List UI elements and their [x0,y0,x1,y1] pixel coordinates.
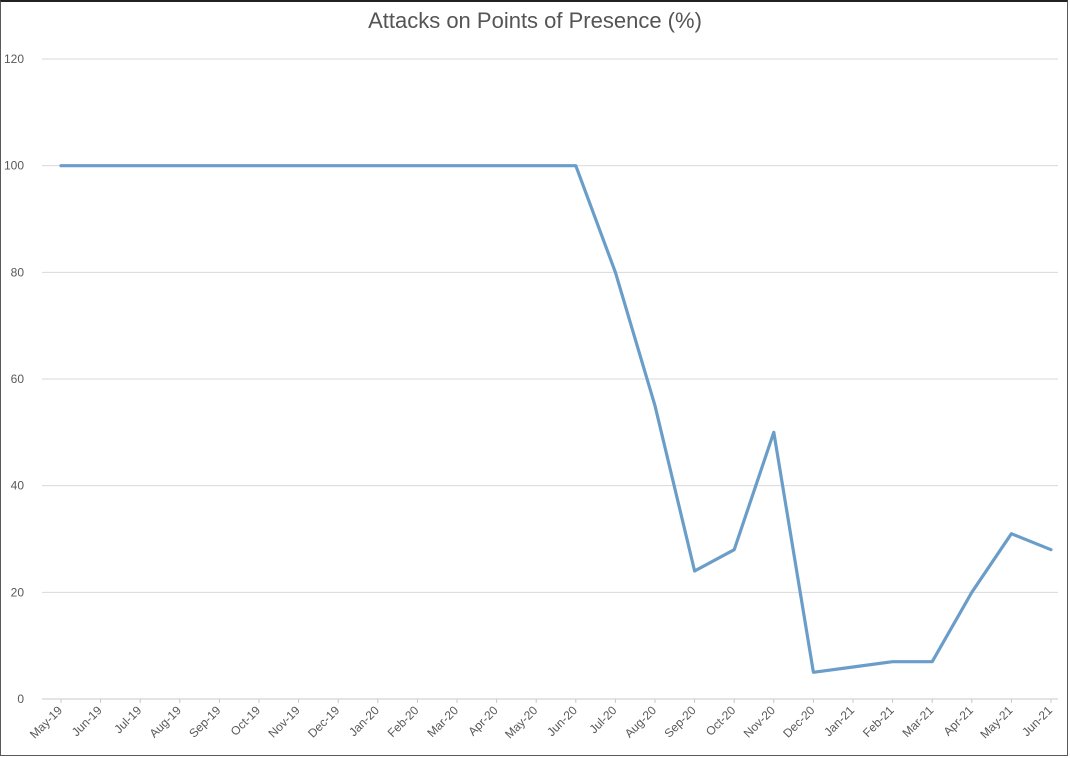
x-tick-label: Dec-19 [305,703,342,740]
y-tick-label: 80 [11,265,25,279]
x-axis-ticks: May-19 Jun-19 Jul-19 Aug-19 Sep-19 Oct-19 Nov-… [27,699,1055,741]
gridlines [42,58,1058,593]
x-tick-label: Mar-20 [424,703,461,740]
x-tick-label: Nov-19 [265,703,302,740]
x-tick-label: Aug-20 [622,703,659,740]
chart-title: Attacks on Points of Presence (%) [368,8,702,33]
x-tick-label: Nov-20 [741,703,778,740]
x-tick-label: Mar-21 [900,703,937,740]
x-tick-label: Jul-20 [587,703,620,736]
y-tick-label: 0 [17,692,24,706]
x-tick-label: Jul-19 [111,703,144,736]
series-line-0 [59,164,1053,674]
y-tick-label: 120 [4,52,24,66]
x-tick-label: May-20 [502,703,540,741]
x-tick-label: Feb-20 [385,703,422,740]
series-group [59,164,1053,674]
y-tick-label: 40 [11,479,25,493]
x-tick-label: Jun-20 [544,703,580,739]
x-tick-label: Aug-19 [147,703,184,740]
x-tick-label: Jan-21 [821,703,857,739]
x-tick-label: Apr-20 [465,703,501,739]
y-axis-ticks: 0 20 40 60 80 100 120 [4,52,24,706]
x-tick-label: Feb-21 [860,703,897,740]
x-tick-label: Apr-21 [941,703,977,739]
x-tick-label: Jun-21 [1019,703,1055,739]
y-tick-label: 20 [11,585,25,599]
y-tick-label: 60 [11,372,25,386]
x-tick-label: May-21 [977,703,1015,741]
x-tick-label: May-19 [27,703,65,741]
x-tick-label: Oct-19 [228,703,264,739]
y-tick-label: 100 [4,159,24,173]
x-tick-label: Sep-20 [661,703,698,740]
x-tick-label: Dec-20 [780,703,817,740]
x-tick-label: Oct-20 [703,703,739,739]
x-tick-label: Sep-19 [186,703,223,740]
x-tick-label: Jan-20 [346,703,382,739]
x-tick-label: Jun-19 [69,703,105,739]
